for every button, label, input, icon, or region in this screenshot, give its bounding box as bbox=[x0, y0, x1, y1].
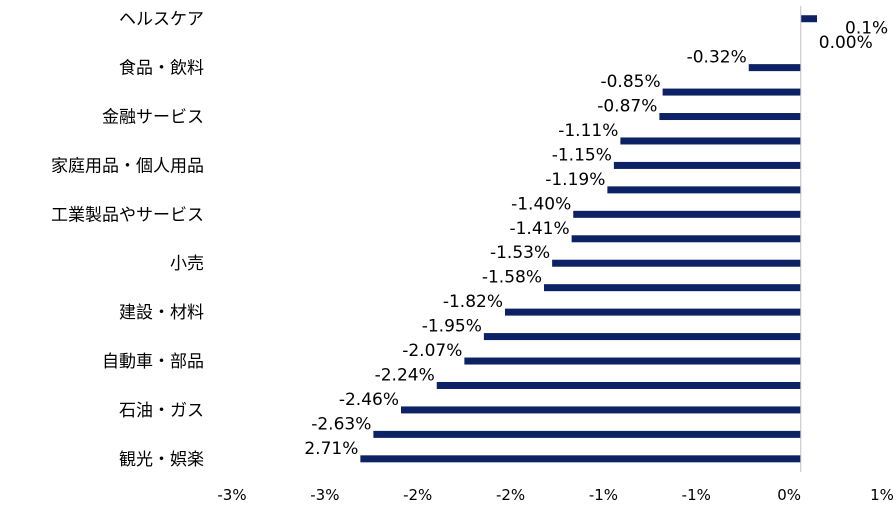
category-label: 工業製品やサービス bbox=[51, 205, 204, 225]
x-tick-label: -1% bbox=[589, 486, 618, 504]
x-tick-label: -1% bbox=[682, 486, 711, 504]
category-label: 観光・娯楽 bbox=[119, 450, 204, 470]
data-label: -1.19% bbox=[545, 170, 605, 190]
category-label: 石油・ガス bbox=[119, 401, 204, 421]
bar bbox=[573, 211, 801, 218]
data-label: -1.15% bbox=[552, 145, 612, 165]
data-label: -0.85% bbox=[600, 72, 660, 92]
bar bbox=[552, 260, 801, 267]
x-tick-label: -2% bbox=[403, 486, 432, 504]
bar bbox=[360, 455, 800, 462]
data-label: -2.07% bbox=[402, 341, 462, 361]
x-tick-label: -3% bbox=[217, 486, 246, 504]
category-label: 家庭用品・個人用品 bbox=[51, 156, 204, 176]
bar bbox=[401, 406, 801, 413]
bar bbox=[505, 309, 801, 316]
category-label: 自動車・部品 bbox=[102, 352, 204, 372]
category-label: 食品・飲料 bbox=[119, 59, 204, 79]
bar bbox=[614, 162, 801, 169]
bars-layer bbox=[360, 15, 817, 462]
category-label: ヘルスケア bbox=[119, 10, 204, 30]
bar bbox=[437, 382, 801, 389]
bar bbox=[544, 284, 801, 291]
bar bbox=[373, 431, 800, 438]
x-tick-label: -2% bbox=[496, 486, 525, 504]
x-tick-label: 0% bbox=[777, 486, 801, 504]
data-label: -1.82% bbox=[443, 292, 503, 312]
x-axis-ticks: -3% -3% -2% -2% -1% -1% 0% 1% bbox=[217, 486, 894, 504]
data-label: -1.95% bbox=[422, 317, 482, 337]
data-label: -1.53% bbox=[490, 243, 550, 263]
category-label: 金融サービス bbox=[102, 108, 204, 128]
bar bbox=[801, 15, 817, 22]
bar bbox=[659, 113, 800, 120]
bar bbox=[484, 333, 801, 340]
data-label: -2.24% bbox=[375, 365, 435, 385]
data-label: -1.40% bbox=[511, 194, 571, 214]
x-tick-label: -3% bbox=[310, 486, 339, 504]
data-label: 2.71% bbox=[304, 439, 358, 459]
data-label: -2.63% bbox=[311, 414, 371, 434]
data-label: 0.00% bbox=[819, 33, 873, 53]
data-label: -0.32% bbox=[687, 48, 747, 68]
bar bbox=[749, 64, 801, 71]
category-labels: ヘルスケア食品・飲料金融サービス家庭用品・個人用品工業製品やサービス小売建設・材… bbox=[51, 10, 204, 470]
category-label: 小売 bbox=[170, 254, 204, 274]
bar bbox=[572, 235, 801, 242]
data-label: -1.11% bbox=[558, 121, 618, 141]
bar bbox=[607, 186, 800, 193]
bar bbox=[620, 137, 800, 144]
data-label: -2.46% bbox=[339, 390, 399, 410]
bar bbox=[464, 358, 800, 365]
data-label: -1.58% bbox=[482, 268, 542, 288]
data-label: -0.87% bbox=[597, 97, 657, 117]
data-label: -1.41% bbox=[509, 219, 569, 239]
bar bbox=[663, 89, 801, 96]
x-tick-label: 1% bbox=[870, 486, 894, 504]
category-label: 建設・材料 bbox=[119, 303, 204, 323]
